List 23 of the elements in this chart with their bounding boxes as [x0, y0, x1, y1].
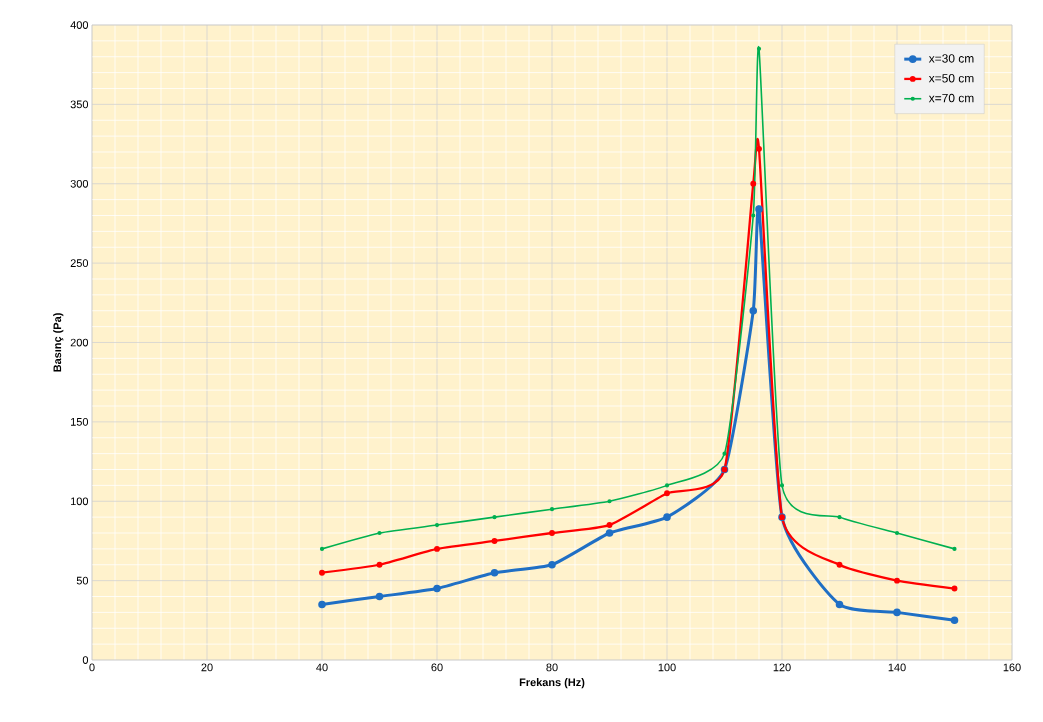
y-tick-label: 150	[71, 418, 89, 426]
y-axis-title: Basınç (Pa)	[53, 313, 64, 372]
y-tick-label: 50	[76, 576, 89, 585]
x-tick-label: 80	[546, 663, 558, 672]
y-tick-label: 100	[71, 497, 89, 506]
x-tick-label: 100	[658, 663, 676, 672]
y-tick-label: 400	[70, 21, 89, 29]
y-tick-label: 200	[70, 338, 89, 347]
x-tick-label: 160	[1003, 663, 1021, 672]
x-tick-label: 140	[888, 663, 906, 672]
legend-label: x=30 cm	[928, 54, 974, 63]
x-tick-label: 0	[89, 663, 95, 672]
x-tick-label: 20	[201, 663, 213, 672]
x-tick-label: 120	[773, 663, 791, 672]
x-tick-label: 40	[316, 663, 328, 672]
x-tick-label: 60	[431, 663, 443, 672]
y-tick-label: 300	[70, 179, 89, 188]
legend-label: x=50 cm	[928, 74, 974, 83]
y-tick-label: 350	[70, 100, 89, 109]
y-tick-label: 0	[82, 656, 89, 664]
x-axis-title: Frekans (Hz)	[519, 678, 585, 689]
legend-label: x=70 cm	[928, 93, 974, 103]
y-tick-label: 250	[70, 259, 89, 267]
